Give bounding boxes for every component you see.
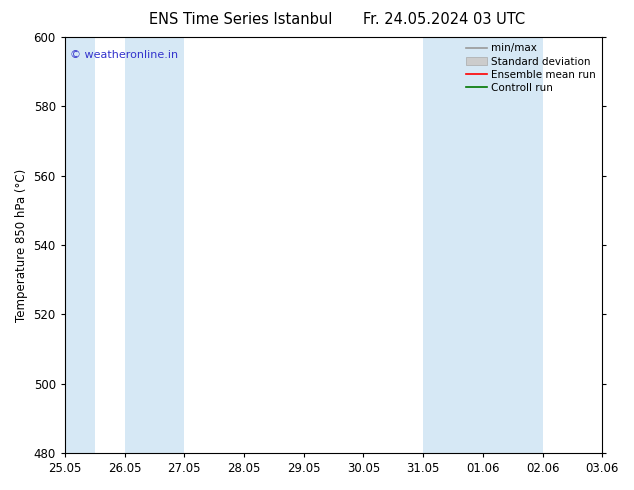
Legend: min/max, Standard deviation, Ensemble mean run, Controll run: min/max, Standard deviation, Ensemble me…: [462, 39, 600, 97]
Bar: [602, 37, 634, 453]
Bar: [124, 37, 184, 453]
Bar: [65, 37, 94, 453]
Y-axis label: Temperature 850 hPa (°C): Temperature 850 hPa (°C): [15, 169, 28, 322]
Text: Fr. 24.05.2024 03 UTC: Fr. 24.05.2024 03 UTC: [363, 12, 525, 27]
Bar: [483, 37, 543, 453]
Text: ENS Time Series Istanbul: ENS Time Series Istanbul: [149, 12, 333, 27]
Bar: [423, 37, 483, 453]
Text: © weatheronline.in: © weatheronline.in: [70, 49, 178, 60]
